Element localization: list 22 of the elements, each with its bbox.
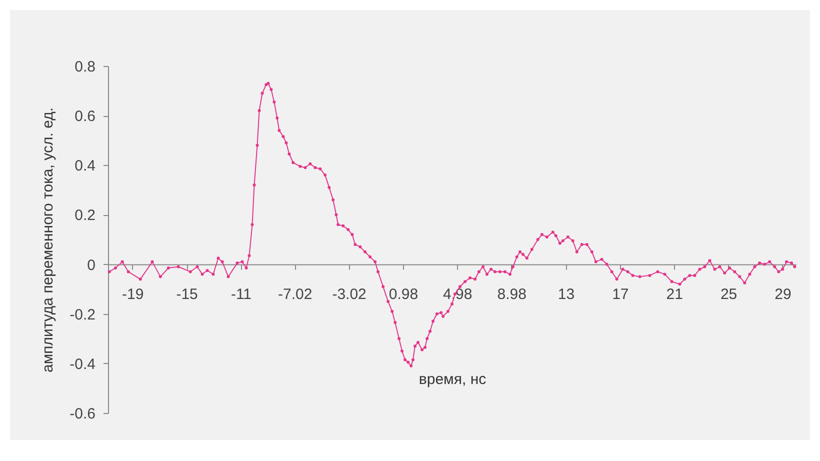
x-tick-label: 0.98 <box>388 286 418 303</box>
y-tick-label: 0 <box>87 256 96 274</box>
x-tick-label: -19 <box>122 286 144 303</box>
x-tick-label: -11 <box>230 286 252 303</box>
x-tick-label: 25 <box>720 286 738 303</box>
y-tick-label: -0.6 <box>70 406 96 422</box>
x-tick-label: 17 <box>612 286 629 303</box>
y-tick-label: 0.4 <box>74 158 96 175</box>
y-axis-title: амплитуда переменного тока, усл. ед. <box>40 107 57 373</box>
x-tick-label: -7.02 <box>278 286 312 303</box>
x-tick-label: 13 <box>558 286 575 303</box>
y-tick-label: 0.8 <box>74 58 96 76</box>
x-tick-label: 8.98 <box>497 286 526 303</box>
x-tick-label: 29 <box>774 286 792 303</box>
y-tick-label: -0.2 <box>70 306 96 324</box>
y-tick-label: 0.6 <box>74 108 96 126</box>
y-tick-label: -0.4 <box>70 356 96 373</box>
x-axis-title: время, нс <box>418 370 487 388</box>
x-tick-label: -15 <box>176 286 198 303</box>
x-tick-label: -3.02 <box>332 286 366 303</box>
x-tick-label: 21 <box>666 286 683 303</box>
y-tick-label: 0.2 <box>74 207 96 224</box>
